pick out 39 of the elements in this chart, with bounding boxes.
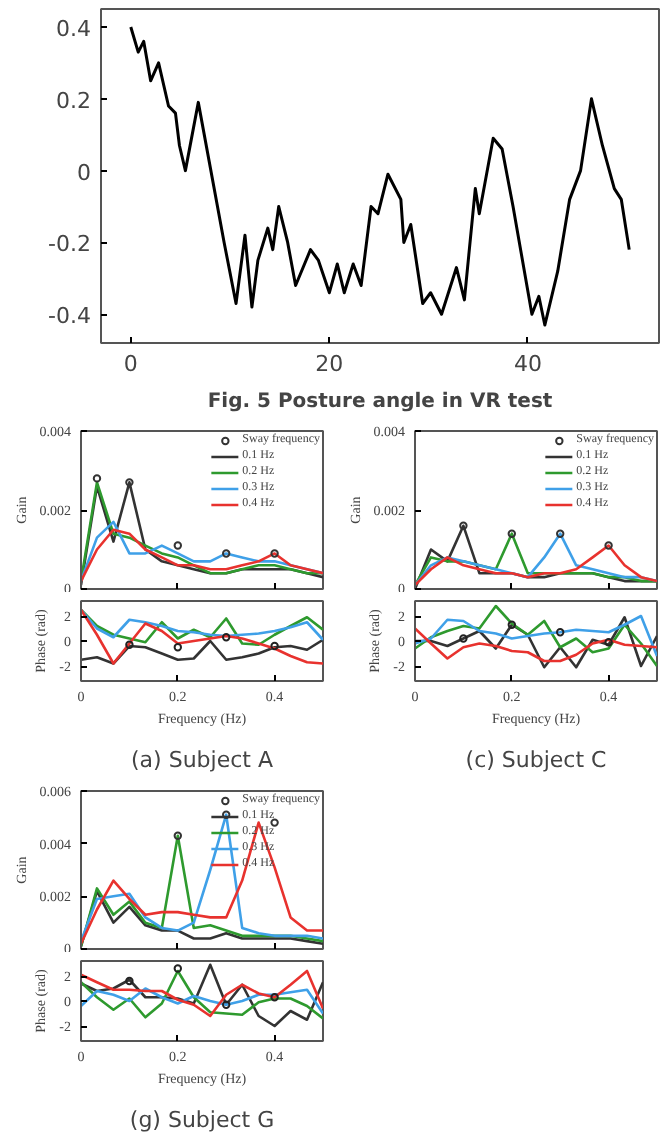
point <box>459 521 468 530</box>
text: (c) Subject C <box>465 747 608 773</box>
line-series <box>415 614 657 658</box>
point <box>222 549 231 558</box>
point <box>173 831 182 840</box>
y-tick-label: -0.2 <box>48 231 92 258</box>
point <box>604 638 613 647</box>
x-tick-label: 0 <box>123 351 138 377</box>
point <box>270 993 279 1002</box>
y-tick-label: 0.4 <box>56 15 92 42</box>
point <box>173 541 182 550</box>
line-series <box>81 608 323 665</box>
line-series <box>81 987 323 1015</box>
point <box>507 620 516 629</box>
x-tick-label: 20 <box>315 351 344 377</box>
line-series <box>81 638 323 665</box>
point <box>507 529 516 538</box>
point <box>222 810 231 819</box>
x-tick-label: 40 <box>513 351 542 377</box>
point <box>270 549 279 558</box>
point <box>92 474 102 483</box>
line-series <box>415 627 657 663</box>
text: (a) Subject A <box>131 747 274 773</box>
point <box>459 634 468 643</box>
y-tick-label: -0.4 <box>48 303 92 330</box>
point <box>556 628 565 637</box>
caption: Fig. 5 Posture angle in VR test <box>207 391 553 413</box>
point <box>125 976 134 986</box>
point <box>222 1000 231 1009</box>
point <box>125 478 134 487</box>
line-series <box>129 25 631 327</box>
text: (g) Subject G <box>129 1107 275 1133</box>
point <box>604 541 613 550</box>
y-tick-label: 0 <box>77 159 91 186</box>
point <box>173 964 182 973</box>
point <box>556 529 565 538</box>
line-series <box>415 604 657 668</box>
point <box>270 818 279 827</box>
y-tick-label: 0.2 <box>56 87 92 114</box>
